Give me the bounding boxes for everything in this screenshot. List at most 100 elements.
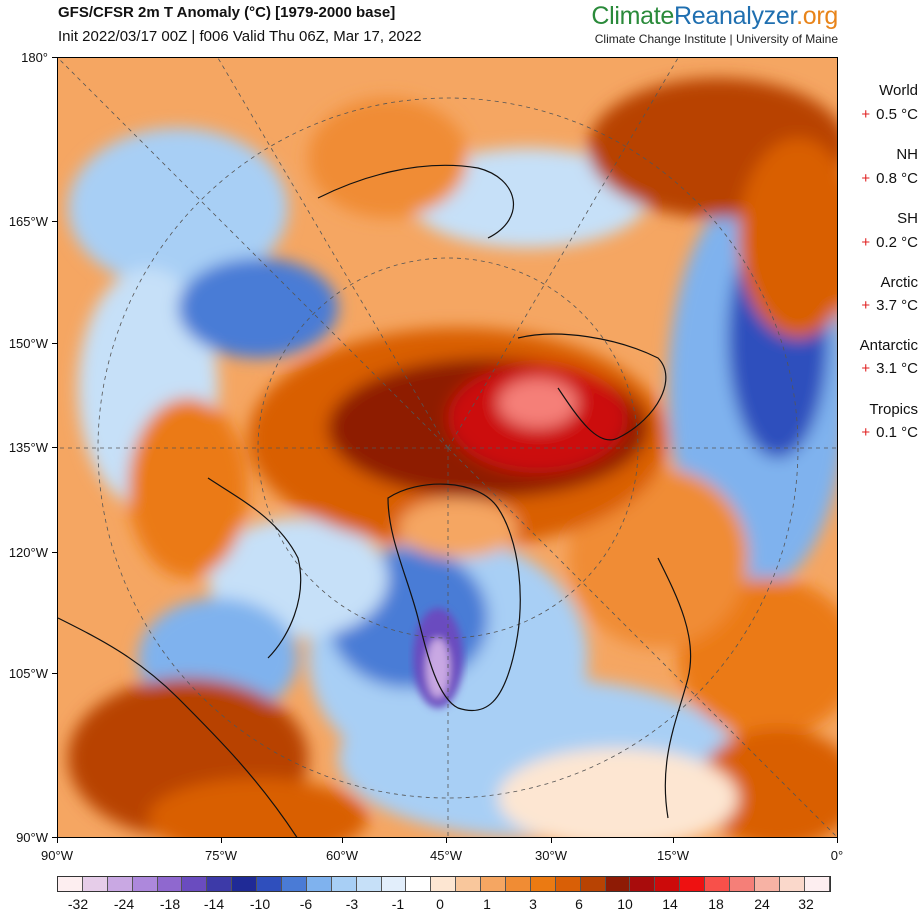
lon-tick-90w — [57, 838, 58, 843]
stat-name-arctic: Arctic — [880, 274, 919, 291]
stat-value-arctic: +3.7 °C — [838, 297, 918, 314]
colorbar-swatch — [530, 877, 556, 891]
lon-label-45w: 45°W — [430, 848, 462, 863]
colorbar-swatch — [730, 877, 755, 891]
stat-value-world: +0.5 °C — [838, 106, 918, 123]
stat-value-text: 3.1 °C — [876, 360, 918, 377]
lat-tick-165w — [52, 221, 57, 222]
stat-value-text: 0.5 °C — [876, 106, 918, 123]
colorbar-label: 14 — [662, 896, 678, 912]
colorbar-swatch — [580, 877, 606, 891]
brand-part3: .org — [796, 2, 838, 30]
colorbar-swatch — [58, 877, 83, 891]
colorbar-label: -3 — [345, 896, 359, 912]
lat-label-105w: 105°W — [8, 666, 48, 681]
lon-tick-15w — [673, 838, 674, 843]
colorbar-swatch — [356, 877, 382, 891]
colorbar-swatch — [481, 877, 507, 891]
lat-label-120w: 120°W — [8, 545, 48, 560]
lat-label-150w: 150°W — [8, 336, 48, 351]
colorbar-swatch — [331, 877, 357, 891]
colorbar-label: 1 — [483, 896, 491, 912]
stat-value-text: 0.2 °C — [876, 234, 918, 251]
map-subtitle: Init 2022/03/17 00Z | f006 Valid Thu 06Z… — [58, 28, 422, 45]
lat-label-180: 180° — [21, 50, 48, 65]
colorbar-swatch — [779, 877, 805, 891]
colorbar-swatch — [381, 877, 407, 891]
stat-name-antarctic: Antarctic — [859, 337, 918, 354]
stat-value-text: 0.1 °C — [876, 424, 918, 441]
stat-value-tropics: +0.1 °C — [838, 424, 918, 441]
colorbar-label: 32 — [798, 896, 814, 912]
colorbar-label: -24 — [113, 896, 135, 912]
stat-value-nh: +0.8 °C — [838, 170, 918, 187]
stat-name-world: World — [879, 82, 918, 99]
lat-tick-150w — [52, 343, 57, 344]
stat-name-sh: SH — [897, 210, 918, 227]
colorbar-swatch — [232, 877, 258, 891]
colorbar-swatch — [506, 877, 531, 891]
lon-label-0: 0° — [830, 848, 844, 863]
colorbar-swatch — [157, 877, 183, 891]
colorbar-swatch — [705, 877, 731, 891]
brand-subtitle: Climate Change Institute | University of… — [594, 32, 838, 46]
colorbar-swatch — [132, 877, 158, 891]
map-canvas — [58, 58, 837, 837]
colorbar-label: -10 — [249, 896, 271, 912]
lon-label-75w: 75°W — [205, 848, 237, 863]
stat-value-text: 3.7 °C — [876, 297, 918, 314]
plus-icon: + — [861, 424, 871, 441]
colorbar-swatch — [306, 877, 332, 891]
colorbar-swatch — [282, 877, 307, 891]
lon-label-15w: 15°W — [657, 848, 689, 863]
colorbar-swatch — [456, 877, 482, 891]
lon-label-90w: 90°W — [41, 848, 73, 863]
coastlines — [58, 164, 692, 837]
colorbar-label: -6 — [299, 896, 313, 912]
plus-icon: + — [861, 360, 871, 377]
lon-tick-45w — [446, 838, 447, 843]
plus-icon: + — [861, 297, 871, 314]
colorbar-swatch — [82, 877, 108, 891]
colorbar-label: 18 — [708, 896, 724, 912]
lat-tick-90w — [52, 837, 57, 838]
colorbar-swatch — [754, 877, 780, 891]
colorbar-label: -14 — [203, 896, 225, 912]
colorbar-label: 24 — [754, 896, 770, 912]
colorbar-swatch — [257, 877, 283, 891]
lon-tick-30w — [551, 838, 552, 843]
plus-icon: + — [861, 170, 871, 187]
map-title: GFS/CFSR 2m T Anomaly (°C) [1979-2000 ba… — [58, 4, 396, 21]
brand-part2: Reanalyzer — [674, 2, 797, 30]
colorbar-label: 6 — [575, 896, 583, 912]
lon-tick-60w — [342, 838, 343, 843]
brand-logo[interactable]: ClimateReanalyzer.org — [591, 2, 838, 31]
temperature-anomaly-map[interactable] — [57, 57, 838, 838]
colorbar-swatch — [406, 877, 432, 891]
colorbar-label: -1 — [391, 896, 405, 912]
colorbar-swatch — [680, 877, 706, 891]
lat-label-90w: 90°W — [16, 830, 48, 845]
colorbar-label: -32 — [67, 896, 89, 912]
colorbar-swatch — [182, 877, 208, 891]
plus-icon: + — [861, 234, 871, 251]
stat-value-sh: +0.2 °C — [838, 234, 918, 251]
lon-tick-75w — [221, 838, 222, 843]
colorbar-label: -18 — [159, 896, 181, 912]
colorbar-label: 10 — [617, 896, 633, 912]
lat-tick-120w — [52, 552, 57, 553]
greenland-cold — [413, 608, 463, 708]
lat-label-165w: 165°W — [8, 214, 48, 229]
colorbar-label: 0 — [436, 896, 444, 912]
colorbar-swatch — [804, 877, 830, 891]
colorbar-swatch — [207, 877, 233, 891]
stat-name-nh: NH — [896, 146, 918, 163]
lat-tick-105w — [52, 673, 57, 674]
stat-value-text: 0.8 °C — [876, 170, 918, 187]
colorbar-swatch — [431, 877, 457, 891]
colorbar-swatch — [630, 877, 656, 891]
lat-label-135w: 135°W — [8, 440, 48, 455]
colorbar-swatch — [605, 877, 631, 891]
stat-name-tropics: Tropics — [869, 401, 918, 418]
lon-label-30w: 30°W — [535, 848, 567, 863]
